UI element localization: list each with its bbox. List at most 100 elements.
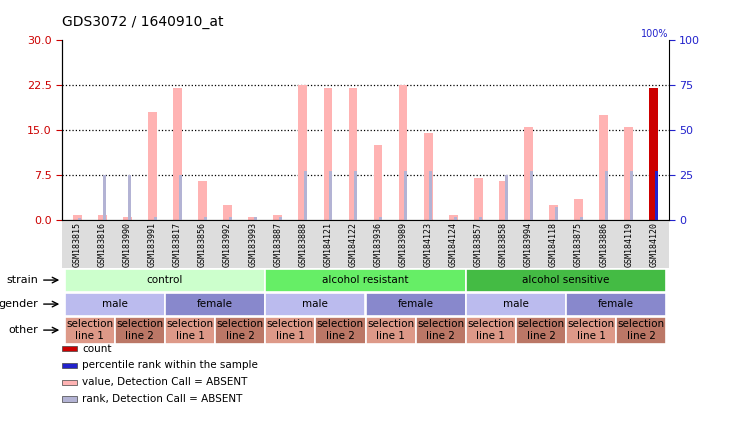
Bar (466, 293, 566, 316)
Bar (265, 317, 315, 344)
Text: GSM183991: GSM183991 (148, 222, 157, 267)
Bar (566, 293, 667, 316)
Bar (466, 317, 516, 344)
Bar (204, 218, 207, 220)
Text: GSM184122: GSM184122 (349, 222, 357, 267)
Bar (215, 317, 265, 344)
Bar (605, 171, 607, 220)
Text: value, Detection Call = ABSENT: value, Detection Call = ABSENT (83, 377, 248, 387)
Bar (566, 317, 616, 344)
Text: selection
line 2: selection line 2 (116, 319, 164, 341)
Bar (154, 218, 156, 220)
Text: female: female (398, 299, 433, 309)
Bar (529, 171, 533, 220)
Text: GSM183857: GSM183857 (474, 222, 482, 267)
Text: GSM183886: GSM183886 (599, 222, 608, 267)
Text: 100%: 100% (641, 28, 669, 39)
Text: GSM183989: GSM183989 (398, 222, 408, 267)
Bar (298, 85, 307, 220)
Text: GSM184124: GSM184124 (449, 222, 458, 267)
Text: selection
line 2: selection line 2 (317, 319, 364, 341)
Text: GSM183993: GSM183993 (249, 222, 257, 267)
Text: selection
line 1: selection line 1 (267, 319, 314, 341)
Text: selection
line 1: selection line 1 (66, 319, 113, 341)
Text: female: female (197, 299, 233, 309)
Bar (165, 293, 265, 316)
Bar (555, 207, 558, 220)
Text: GSM183887: GSM183887 (273, 222, 282, 267)
Text: male: male (503, 299, 529, 309)
Bar (480, 218, 482, 220)
Text: rank, Detection Call = ABSENT: rank, Detection Call = ABSENT (83, 394, 243, 404)
Text: selection
line 2: selection line 2 (417, 319, 464, 341)
Text: GSM183994: GSM183994 (524, 222, 533, 267)
Bar (98, 214, 107, 220)
Text: alcohol resistant: alcohol resistant (322, 275, 409, 285)
Bar (265, 293, 366, 316)
Text: alcohol sensitive: alcohol sensitive (523, 275, 610, 285)
Bar (616, 317, 667, 344)
Text: selection
line 2: selection line 2 (518, 319, 564, 341)
Text: GSM184121: GSM184121 (323, 222, 333, 267)
Bar (649, 88, 658, 220)
Text: female: female (598, 299, 635, 309)
Bar (249, 217, 257, 220)
Bar (279, 218, 282, 220)
Text: other: other (8, 325, 38, 335)
Text: GSM183815: GSM183815 (72, 222, 82, 267)
Text: GSM184120: GSM184120 (649, 222, 659, 267)
Bar (524, 127, 533, 220)
Text: GSM183992: GSM183992 (223, 222, 232, 267)
Bar (115, 317, 165, 344)
Bar (466, 269, 667, 292)
Bar (429, 171, 432, 220)
Bar (504, 175, 507, 220)
Text: selection
line 1: selection line 1 (167, 319, 213, 341)
Text: GSM183856: GSM183856 (198, 222, 207, 267)
Text: gender: gender (0, 299, 38, 309)
Bar (416, 317, 466, 344)
Text: GSM184123: GSM184123 (424, 222, 433, 267)
Bar (499, 181, 508, 220)
Bar (173, 88, 182, 220)
Bar (198, 181, 207, 220)
Bar (78, 218, 81, 220)
Bar (575, 199, 583, 220)
Text: selection
line 1: selection line 1 (567, 319, 615, 341)
Bar (474, 178, 482, 220)
Text: male: male (303, 299, 328, 309)
Text: male: male (102, 299, 128, 309)
Text: count: count (83, 344, 112, 353)
Text: GSM183817: GSM183817 (173, 222, 182, 267)
Bar (398, 85, 407, 220)
Text: GDS3072 / 1640910_at: GDS3072 / 1640910_at (62, 15, 224, 29)
Bar (165, 317, 215, 344)
Bar (455, 218, 458, 220)
Bar (223, 205, 232, 220)
Bar (324, 88, 333, 220)
Bar (655, 171, 658, 220)
Bar (424, 133, 433, 220)
Text: selection
line 2: selection line 2 (216, 319, 264, 341)
Bar (315, 317, 366, 344)
Bar (366, 317, 416, 344)
Text: GSM183990: GSM183990 (123, 222, 132, 267)
Bar (73, 215, 82, 220)
Bar (103, 175, 107, 220)
Bar (549, 205, 558, 220)
Bar (273, 215, 282, 220)
Text: GSM184119: GSM184119 (624, 222, 633, 267)
Bar (580, 218, 583, 220)
Bar (265, 269, 466, 292)
Text: GSM183875: GSM183875 (574, 222, 583, 267)
Text: selection
line 2: selection line 2 (618, 319, 665, 341)
Bar (129, 175, 132, 220)
Bar (64, 269, 265, 292)
Bar (64, 317, 115, 344)
Bar (229, 218, 232, 220)
Text: GSM183816: GSM183816 (98, 222, 107, 267)
Bar (449, 215, 458, 220)
Bar (329, 171, 332, 220)
Bar (178, 175, 181, 220)
Bar (148, 112, 156, 220)
